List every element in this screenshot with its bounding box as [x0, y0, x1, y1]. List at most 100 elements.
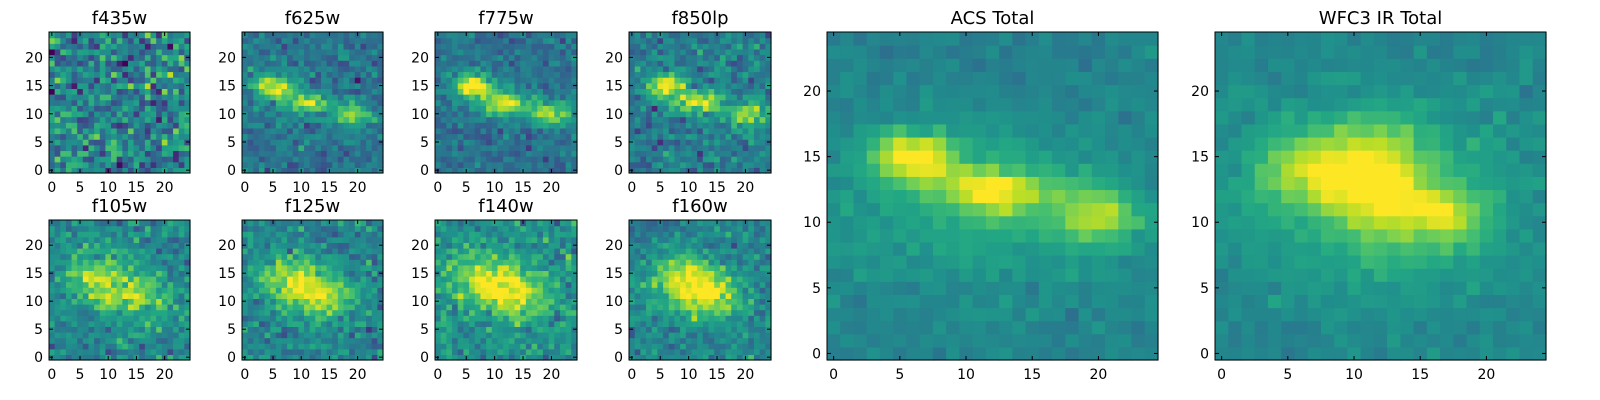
heatmap-cell [731, 309, 738, 316]
heatmap-cell [292, 150, 299, 157]
heatmap-cell [99, 220, 106, 227]
heatmap-cell [116, 110, 123, 118]
heatmap-cell [349, 60, 356, 67]
heatmap-cell [480, 259, 487, 266]
heatmap-cell [287, 276, 294, 283]
heatmap-cell [457, 304, 464, 311]
x-tick-label: 5 [462, 180, 471, 196]
heatmap-cell [139, 276, 146, 283]
heatmap-cell [122, 315, 129, 322]
heatmap-cell [247, 122, 254, 129]
heatmap-cell [275, 354, 283, 361]
heatmap-cell [748, 110, 755, 118]
heatmap-cell [537, 32, 544, 39]
heatmap-cell [736, 354, 744, 361]
heatmap-cell [651, 82, 658, 89]
heatmap-cell [343, 116, 350, 123]
heatmap-cell [497, 320, 504, 327]
heatmap-cell [315, 37, 322, 44]
heatmap-cell [651, 332, 658, 339]
heatmap-cell [525, 65, 533, 73]
heatmap-cell [258, 348, 266, 355]
heatmap-cell [731, 71, 738, 78]
heatmap-cell [60, 315, 67, 322]
heatmap-cell [571, 71, 578, 78]
heatmap-cell [264, 326, 271, 333]
heatmap-cell [559, 167, 567, 174]
heatmap-cell [298, 94, 305, 101]
heatmap-cell [337, 144, 345, 152]
heatmap-cell [446, 60, 453, 67]
heatmap-cell [270, 348, 277, 355]
heatmap-cell [446, 116, 453, 123]
heatmap-cell [133, 248, 140, 255]
heatmap-cell [697, 337, 704, 344]
heatmap-cell [646, 332, 653, 339]
heatmap-cell [111, 298, 118, 305]
heatmap-cell [253, 32, 260, 39]
heatmap-cell [82, 161, 90, 168]
heatmap-cell [326, 82, 333, 89]
heatmap-cell [651, 270, 658, 277]
heatmap-cell [161, 127, 169, 135]
heatmap-cell [377, 259, 384, 266]
heatmap-cell [491, 276, 499, 283]
heatmap-cell [651, 60, 658, 67]
heatmap-cell [646, 65, 653, 73]
heatmap-cell [503, 167, 510, 174]
heatmap-cell [685, 315, 693, 322]
heatmap-cell [343, 133, 350, 140]
heatmap-cell [657, 332, 664, 339]
heatmap-cell [366, 298, 373, 305]
heatmap-cell [304, 354, 311, 361]
heatmap-cell [542, 32, 550, 39]
heatmap-cell [463, 337, 470, 344]
heatmap-cell [242, 37, 249, 44]
heatmap-cell [99, 48, 106, 56]
heatmap-cell [663, 304, 670, 311]
heatmap-cell [337, 60, 345, 67]
heatmap-cell [508, 82, 516, 89]
heatmap-cell [542, 37, 550, 44]
heatmap-cell [629, 304, 636, 311]
heatmap-cell [253, 156, 260, 163]
heatmap-cell [264, 82, 271, 89]
heatmap-cell [702, 116, 710, 123]
heatmap-cell [99, 326, 106, 333]
heatmap-cell [88, 71, 95, 78]
heatmap-cell [548, 82, 555, 89]
heatmap-cell [167, 48, 174, 56]
heatmap-cell [270, 292, 277, 299]
heatmap-cell [366, 281, 373, 288]
heatmap-cell [161, 54, 169, 61]
heatmap-cell [116, 105, 123, 112]
heatmap-cell [497, 248, 504, 255]
heatmap-cell [99, 105, 106, 112]
heatmap-cell [139, 65, 146, 73]
heatmap-cell [674, 298, 681, 305]
x-tick-label: 20 [349, 367, 367, 383]
heatmap-cell [337, 110, 345, 118]
heatmap-cell [105, 337, 112, 344]
heatmap-cell [281, 264, 288, 271]
heatmap-cell [651, 276, 658, 283]
heatmap-cell [304, 292, 311, 299]
heatmap-cell [343, 292, 350, 299]
heatmap-cell [116, 259, 123, 266]
heatmap-cell [491, 292, 499, 299]
heatmap-cell [287, 315, 294, 322]
heatmap-cell [161, 110, 169, 118]
heatmap-cell [565, 161, 572, 168]
heatmap-cell [116, 43, 123, 50]
heatmap-cell [446, 337, 453, 344]
heatmap-cell [253, 37, 260, 44]
heatmap-cell [127, 236, 135, 243]
heatmap-cell [315, 65, 322, 73]
heatmap-cell [668, 48, 676, 56]
heatmap-cell [247, 116, 254, 123]
heatmap-cell [542, 354, 550, 361]
heatmap-cell [309, 292, 316, 299]
heatmap-cell [646, 32, 653, 39]
heatmap-cell [657, 161, 664, 168]
heatmap-cell [343, 298, 350, 305]
